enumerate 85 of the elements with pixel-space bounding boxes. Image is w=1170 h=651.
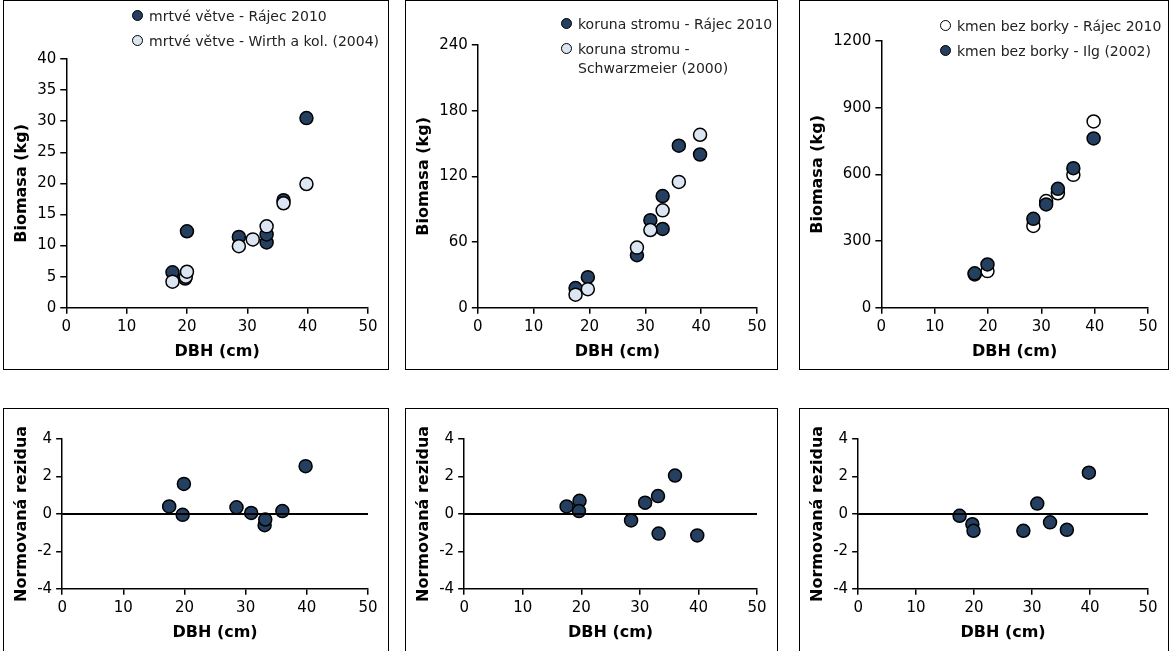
x-tick-label: 20 [964,597,984,616]
y-tick-label: 15 [37,204,57,223]
y-tick-label: 900 [842,97,872,116]
x-tick-label: 20 [579,316,600,335]
y-tick-label: -4 [37,578,53,597]
x-tick-label: 30 [630,597,650,616]
x-tick-label: 50 [358,316,378,335]
legend-label: koruna stromu - Rájec 2010 [577,15,774,34]
y-tick-label: 240 [439,34,468,53]
x-tick-label: 30 [237,316,257,335]
legend-label: koruna stromu - Schwarzmeier (2000) [577,40,730,78]
x-tick-label: 50 [747,316,767,335]
x-axis-title: DBH (cm) [567,621,654,641]
x-tick-label: 10 [513,597,533,616]
y-tick-label: 0 [42,503,53,522]
y-tick-label: -2 [439,541,455,560]
y-tick-label: 35 [37,79,57,98]
x-tick-label: 20 [978,316,998,335]
y-tick-label: 4 [42,428,53,447]
y-tick-label: -4 [833,578,849,597]
legend-label: mrtvé větve - Wirth a kol. (2004) [148,32,380,51]
y-tick-label: 2 [838,466,849,485]
y-tick-label: -2 [37,541,53,560]
x-axis-title: DBH (cm) [574,340,661,360]
x-tick-label: 30 [1031,316,1051,335]
y-tick-label: 40 [37,48,57,67]
x-tick-label: 10 [925,316,945,335]
x-tick-label: 0 [61,316,72,335]
x-tick-label: 10 [906,597,926,616]
x-tick-label: 40 [298,316,318,335]
x-tick-label: 40 [1085,316,1105,335]
x-axis-title: DBH (cm) [174,340,260,360]
y-tick-label: 0 [458,297,468,316]
x-tick-label: 50 [1138,316,1158,335]
x-tick-label: 50 [1138,597,1158,616]
x-tick-label: 10 [524,316,544,335]
y-tick-label: 0 [861,297,872,316]
y-tick-label: -4 [439,578,455,597]
y-axis-title: Biomasa (kg) [10,124,30,243]
x-axis-title: DBH (cm) [172,621,258,641]
y-tick-label: 180 [439,100,468,119]
y-tick-label: 4 [444,428,455,447]
y-tick-label: 4 [838,428,849,447]
y-axis-title: Normovaná rezidua [10,425,30,602]
y-tick-label: 60 [448,231,468,250]
y-tick-label: 5 [46,266,57,285]
x-tick-label: 40 [1080,597,1100,616]
x-tick-label: 20 [174,597,195,616]
y-tick-label: 120 [439,166,468,185]
y-tick-label: 600 [842,164,872,183]
x-tick-label: 30 [1022,597,1042,616]
y-tick-label: 2 [444,466,455,485]
x-tick-label: 40 [691,316,711,335]
y-tick-label: 0 [46,297,57,316]
y-tick-label: 300 [842,230,872,249]
x-axis-title: DBH (cm) [960,621,1046,641]
x-tick-label: 40 [688,597,708,616]
y-axis-title: Normovaná rezidua [806,425,826,602]
x-tick-label: 30 [635,316,655,335]
y-tick-label: 0 [444,503,455,522]
x-tick-label: 50 [747,597,767,616]
x-tick-label: 30 [236,597,256,616]
y-axis-title: Biomasa (kg) [806,115,826,234]
y-axis-title: Normovaná rezidua [412,425,432,602]
x-axis-title: DBH (cm) [972,340,1058,360]
legend-label: mrtvé větve - Rájec 2010 [148,7,328,26]
y-tick-label: 20 [37,173,57,192]
x-tick-label: 50 [358,597,378,616]
y-tick-label: -2 [833,541,849,560]
x-tick-label: 0 [473,316,483,335]
y-axis-title: Biomasa (kg) [412,117,432,236]
x-tick-label: 20 [177,316,197,335]
x-tick-label: 0 [876,316,887,335]
legend-label: kmen bez borky - Ilg (2002) [956,42,1152,61]
y-tick-label: 0 [838,503,849,522]
x-tick-label: 10 [117,316,137,335]
y-tick-label: 2 [42,466,53,485]
y-tick-label: 1200 [833,30,872,49]
y-tick-label: 30 [37,111,57,130]
x-tick-label: 10 [113,597,133,616]
x-tick-label: 20 [571,597,591,616]
y-tick-label: 25 [37,142,57,161]
x-tick-label: 40 [297,597,317,616]
y-tick-label: 10 [37,235,57,254]
legend-label: kmen bez borky - Rájec 2010 [956,17,1163,36]
